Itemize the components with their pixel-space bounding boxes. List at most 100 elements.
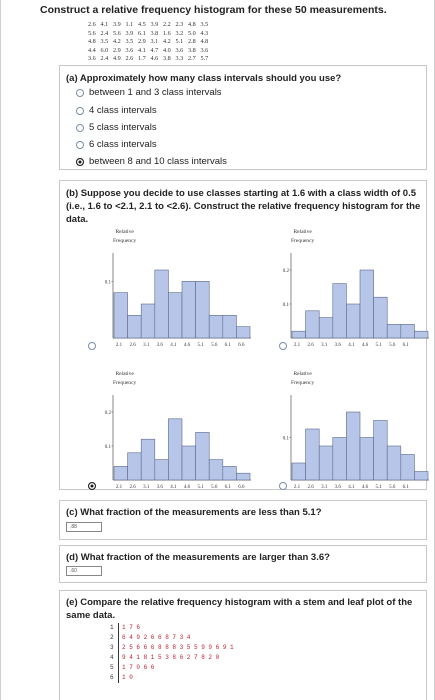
y-tick-label: 0.2 [105, 411, 112, 416]
option-5[interactable]: 5 class intervals [76, 122, 157, 133]
histogram-bar [154, 459, 169, 481]
stem-row: 4 9 4 1 8 1 5 3 8 6 2 7 8 2 0 [110, 653, 234, 663]
histogram-radio-4[interactable] [279, 482, 287, 490]
histogram-bar [359, 269, 374, 339]
part-b-prompt: (b) Suppose you decide to use classes st… [66, 188, 421, 225]
measurement-value: 3.6 [125, 46, 134, 54]
histogram-bar [359, 437, 374, 481]
measurement-value: 4.5 [138, 21, 146, 28]
stem-value: 5 [110, 664, 114, 671]
x-tick-label: 4.1 [170, 485, 177, 490]
measurement-value: 3.3 [175, 55, 184, 62]
x-tick-label: 6.6 [238, 485, 245, 490]
part-d-answer-input[interactable]: .60 [66, 566, 102, 576]
leaf-values: 1 7 0 6 6 [122, 664, 155, 671]
histogram-radio-3-selected[interactable] [88, 482, 96, 490]
x-tick-label: 3.6 [157, 343, 164, 348]
measurements-table: 2.6 4.1 3.9 1.1 4.5 3.9 2.2 2.3 4.8 3.5 5.6 2.4 5.6 3… [88, 21, 213, 64]
measurement-value: 3.9 [113, 21, 121, 28]
y-axis-label: Relative Frequency [113, 371, 137, 386]
part-c-prompt: (c) What fraction of the measurements ar… [66, 507, 322, 518]
x-tick-label: 2.1 [116, 343, 123, 348]
histogram-bar [414, 471, 429, 481]
measurement-value: 3.8 [188, 46, 196, 54]
histogram-svg: 0.1 2.1 2.6 3.1 3.6 4.1 4.6 5.1 5.6 6.1 6.6 [105, 253, 251, 348]
measurement-value: 4.2 [163, 38, 171, 45]
measurement-value: 3.5 [200, 21, 209, 28]
histogram-option-3: Relative Frequency 0.1 0.2 2.1 2.6 3.1 3.6 4.1 4… [85, 370, 255, 500]
x-tick-label: 4.6 [184, 485, 191, 490]
stem-value: 4 [110, 654, 114, 661]
x-tick-label: 5.6 [389, 485, 396, 490]
leaf-values: 6 4 9 2 6 6 8 7 3 4 [122, 634, 191, 641]
x-tick-label: 2.6 [129, 343, 136, 348]
measurement-value: 3.5 [100, 38, 109, 45]
histogram-bar [400, 324, 415, 339]
histogram-bar [222, 466, 237, 481]
stem-divider [118, 653, 119, 663]
leaf-values: 2 5 6 6 6 8 8 8 3 5 5 9 9 6 9 1 [122, 644, 234, 651]
y-tick-label: 0.1 [105, 445, 112, 450]
measurement-value: 1.6 [163, 29, 171, 37]
y-tick-label: 0.1 [105, 280, 112, 285]
option-8-10[interactable]: between 8 and 10 class intervals [76, 156, 227, 167]
stem-divider [118, 633, 119, 643]
histogram-bar [195, 432, 210, 481]
stem-value: 2 [110, 634, 114, 641]
x-tick-label: 3.1 [143, 485, 150, 490]
part-c-answer-input[interactable]: .88 [66, 522, 102, 532]
radio-icon[interactable] [76, 88, 84, 97]
radio-icon[interactable] [76, 123, 84, 132]
stem-value: 3 [110, 644, 114, 651]
stem-divider [118, 673, 119, 683]
x-tick-label: 3.6 [157, 485, 164, 490]
histogram-bar [318, 317, 334, 339]
measurement-value: 4.1 [100, 21, 109, 28]
histogram-bar [127, 315, 142, 339]
measurement-value: 6.0 [100, 46, 109, 54]
histogram-option-1: Relative Frequency 0.1 2.1 2.6 3.1 3.6 4.1 4.6 5… [85, 228, 255, 358]
x-tick-label: 2.1 [294, 485, 301, 490]
histogram-bar [140, 438, 156, 481]
measurement-value: 4.4 [88, 46, 96, 54]
histogram-bar [346, 303, 361, 339]
radio-selected-icon[interactable] [76, 157, 84, 166]
measurement-value: 3.1 [150, 38, 159, 45]
histogram-bar [332, 437, 347, 481]
measurement-value: 2.8 [188, 38, 196, 45]
measurement-row: 4.4 6.0 2.9 3.6 4.1 4.7 4.0 3.6 3.8 3.6 [88, 47, 213, 56]
x-tick-label: 3.1 [321, 343, 328, 348]
x-tick-label: 4.6 [362, 485, 369, 490]
y-tick-label: 0.1 [283, 303, 290, 308]
histogram-radio-1[interactable] [88, 342, 96, 350]
histogram-bar [236, 472, 251, 481]
histogram-bar [386, 324, 402, 339]
histogram-bar [222, 315, 237, 339]
part-d-panel: (d) What fraction of the measurements ar… [59, 545, 427, 583]
question-title: Construct a relative frequency histogram… [40, 4, 387, 16]
x-tick-label: 5.1 [375, 485, 382, 490]
histogram-bar [168, 418, 183, 481]
measurement-value: 2.9 [138, 38, 146, 45]
histogram-bar [291, 330, 306, 339]
measurement-value: 4.6 [150, 55, 159, 62]
x-tick-label: 5.6 [211, 485, 218, 490]
histogram-bar [140, 303, 156, 339]
histogram-option-4: Relative Frequency 0.1 2.1 2.6 3.1 3.6 4.1 4.6 5… [263, 370, 433, 500]
radio-icon[interactable] [76, 140, 84, 149]
option-6[interactable]: 6 class intervals [76, 139, 157, 150]
x-tick-label: 2.6 [307, 343, 314, 348]
histogram-radio-2[interactable] [279, 342, 287, 350]
option-1-3[interactable]: between 1 and 3 class intervals [76, 87, 222, 98]
measurement-value: 3.2 [175, 29, 184, 37]
stem-row: 6 1 0 [110, 673, 234, 683]
measurement-value: 2.4 [100, 29, 109, 37]
histogram-option-2: Relative Frequency 0.1 0.2 2.1 2.6 3.1 3.6 4.1 4… [263, 228, 433, 358]
measurement-value: 4.8 [188, 21, 196, 28]
histogram-svg: 0.1 0.2 2.1 2.6 3.1 3.6 4.1 4.6 5.1 5.6 6.1 6.6 [105, 395, 251, 490]
x-tick-label: 2.1 [294, 343, 301, 348]
radio-icon[interactable] [76, 106, 84, 115]
option-4[interactable]: 4 class intervals [76, 105, 157, 116]
histogram-bar [386, 445, 402, 481]
x-tick-label: 6.1 [225, 485, 232, 490]
